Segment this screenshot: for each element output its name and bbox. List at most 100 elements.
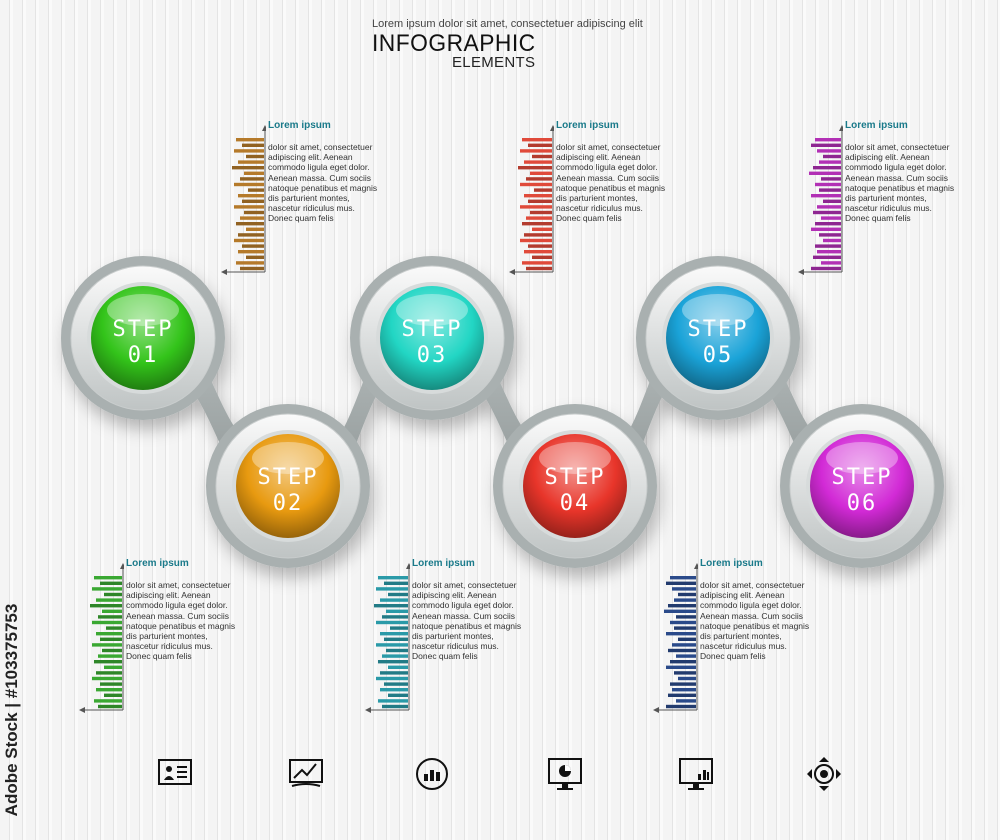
- infobox-bar: [670, 620, 696, 625]
- infobox-bar-chart: [798, 125, 843, 275]
- infobox-bar: [678, 637, 696, 641]
- infobox-bar: [676, 654, 696, 658]
- infobox-bar: [522, 261, 552, 265]
- infobox-bar: [817, 205, 841, 209]
- infobox: Lorem ipsum dolor sit amet, consectetuer …: [508, 120, 708, 282]
- infobox-bar: [100, 682, 122, 686]
- arrow-left-icon: [509, 269, 515, 275]
- infobox-bar: [518, 166, 552, 170]
- infobox-bar: [815, 182, 841, 187]
- infobox-bar: [666, 665, 696, 669]
- infobox-bar: [234, 205, 264, 209]
- infobox-bar: [666, 632, 696, 636]
- arrow-left-icon: [79, 707, 85, 713]
- infobox-bar-chart: [221, 125, 266, 275]
- step-gloss: [396, 294, 468, 326]
- infobox-bar: [815, 222, 841, 226]
- infobox-bar: [664, 609, 696, 613]
- step-number: 01: [128, 343, 159, 368]
- infobox-bar: [92, 587, 122, 591]
- infobox-bar: [92, 643, 122, 647]
- infobox-bar: [378, 660, 408, 664]
- infobox-bar: [674, 671, 696, 675]
- infobox-bar: [384, 682, 408, 686]
- presentation-icon: [155, 754, 195, 794]
- infobox-bar: [242, 143, 264, 147]
- infobox-bar: [244, 210, 264, 215]
- infobox-bar: [530, 210, 552, 215]
- infobox-bar: [676, 615, 696, 619]
- infobox: Lorem ipsum dolor sit amet, consectetuer …: [364, 558, 564, 720]
- infobox-bar: [92, 676, 122, 681]
- infobox-text: dolor sit amet, consectetuer adipiscing …: [700, 580, 810, 662]
- infobox-bar: [526, 177, 552, 181]
- infobox-bar: [522, 138, 552, 142]
- infobox-bar: [823, 154, 841, 159]
- infobox-bar: [666, 581, 696, 585]
- step-ball: [380, 286, 484, 390]
- infobox-bar: [92, 620, 122, 625]
- infobox-bar: [382, 654, 408, 658]
- infobox-bar: [234, 238, 264, 243]
- infobox-bar: [376, 587, 408, 591]
- infobox-bar: [384, 581, 408, 585]
- infobox-bar: [526, 216, 552, 220]
- step-ball: [91, 286, 195, 390]
- step-gloss: [826, 442, 898, 474]
- infobox-bar: [96, 688, 122, 692]
- infobox-bar: [522, 222, 552, 226]
- arrow-left-icon: [798, 269, 804, 275]
- infobox-bar: [390, 626, 408, 630]
- infobox-title: Lorem ipsum: [126, 558, 189, 569]
- infobox-bar: [524, 250, 552, 254]
- infobox-bar: [378, 576, 408, 580]
- infobox-bar: [534, 188, 552, 192]
- arrow-up-icon: [120, 563, 124, 569]
- infobox-bar: [238, 250, 264, 254]
- arrow-left-icon: [221, 269, 227, 275]
- step-ball: [236, 434, 340, 538]
- header-title: INFOGRAPHIC: [372, 30, 536, 57]
- infobox-bar: [244, 171, 264, 175]
- step-ball: [666, 286, 770, 390]
- step-gloss: [252, 442, 324, 474]
- infobox-bar: [388, 665, 408, 669]
- header-title-secondary: ELEMENTS: [452, 54, 536, 71]
- infobox-bar: [246, 255, 264, 259]
- monitor-pie-icon: [545, 754, 585, 794]
- arrow-left-icon: [653, 707, 659, 713]
- infobox-bar: [248, 188, 264, 192]
- infobox-bar: [823, 238, 841, 243]
- cycle-arrows-icon: [804, 754, 844, 794]
- infobox-bar-chart: [509, 125, 554, 275]
- infobox-bar: [819, 160, 841, 164]
- infobox-bar: [380, 688, 408, 692]
- infobox-bar: [668, 693, 696, 697]
- infobox-bar: [232, 166, 264, 170]
- infobox-bar: [674, 598, 696, 602]
- infobox-bar: [98, 615, 122, 619]
- infobox-bar: [96, 632, 122, 636]
- infobox-bar: [821, 177, 841, 181]
- infobox-bar: [676, 699, 696, 703]
- infobox-bar: [94, 576, 122, 580]
- step-gloss: [682, 294, 754, 326]
- infobox-bar: [106, 626, 122, 630]
- infobox-bar: [386, 648, 408, 653]
- step-label: STEP: [258, 465, 319, 490]
- infobox-bar: [96, 598, 122, 602]
- infobox-bar: [380, 598, 408, 602]
- infobox-bar: [813, 210, 841, 215]
- infobox-bar: [532, 255, 552, 259]
- monitor-bar-icon: [676, 754, 716, 794]
- infobox-bar: [674, 626, 696, 630]
- infobox-bar: [98, 704, 122, 709]
- arrow-left-icon: [365, 707, 371, 713]
- infobox-text: dolor sit amet, consectetuer adipiscing …: [845, 142, 955, 224]
